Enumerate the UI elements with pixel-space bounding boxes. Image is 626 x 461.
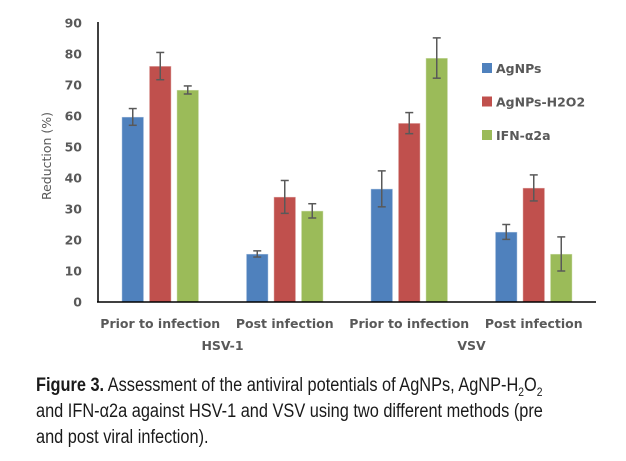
bar <box>425 57 449 303</box>
legend-label: AgNPs-H2O2 <box>496 95 585 110</box>
y-tick-label: 70 <box>65 78 83 93</box>
y-tick-label: 10 <box>65 264 83 279</box>
legend-swatch <box>482 130 492 140</box>
caption-text-3: and IFN-α2a against HSV-1 and VSV using … <box>36 401 543 448</box>
y-axis-title: Reduction (%) <box>39 112 54 200</box>
category-labels: Prior to infection Post infection Prior to… <box>100 316 582 331</box>
group-labels: HSV-1 VSV <box>201 338 486 353</box>
error-bars-layer <box>128 37 566 272</box>
caption-sub-2: 2 <box>536 385 543 399</box>
y-tick-label: 30 <box>65 202 83 217</box>
legend-label: IFN-α2a <box>496 128 551 143</box>
y-tick-label: 0 <box>73 295 82 310</box>
x-tick-label: Prior to infection <box>100 316 220 331</box>
group-label: HSV-1 <box>201 338 243 353</box>
bar <box>121 116 145 303</box>
legend-swatch <box>482 96 492 107</box>
y-tick-labels: 0 10 20 30 40 50 60 70 80 90 <box>65 16 83 310</box>
y-tick-label: 20 <box>65 233 83 248</box>
legend-swatch <box>482 63 492 73</box>
bars-layer <box>121 57 573 303</box>
bar <box>300 210 324 303</box>
caption-text-2: O <box>524 375 537 396</box>
legend: AgNPs AgNPs-H2O2 IFN-α2a <box>482 61 585 143</box>
y-tick-label: 80 <box>65 47 83 62</box>
bar <box>522 187 546 303</box>
bar <box>245 253 269 303</box>
bar <box>176 89 200 303</box>
caption-sub-1: 2 <box>518 385 525 399</box>
caption-text-1: Assessment of the antiviral potentials o… <box>104 375 519 396</box>
bar <box>494 231 518 303</box>
y-tick-label: 60 <box>65 109 83 124</box>
legend-label: AgNPs <box>496 61 541 76</box>
x-tick-label: Post infection <box>236 316 334 331</box>
caption-label: Figure 3. <box>36 375 105 396</box>
x-tick-label: Prior to infection <box>349 316 469 331</box>
y-tick-label: 40 <box>65 171 83 186</box>
bar <box>397 122 421 303</box>
y-tick-label: 50 <box>65 140 83 155</box>
y-tick-label: 90 <box>65 16 83 31</box>
bar <box>148 65 172 303</box>
bar-chart: 0 10 20 30 40 50 60 70 80 90 Reduction (%) Prior … <box>39 16 596 353</box>
figure-caption: Figure 3. Assessment of the antiviral po… <box>36 373 569 451</box>
group-label: VSV <box>457 338 486 353</box>
x-tick-label: Post infection <box>485 316 583 331</box>
